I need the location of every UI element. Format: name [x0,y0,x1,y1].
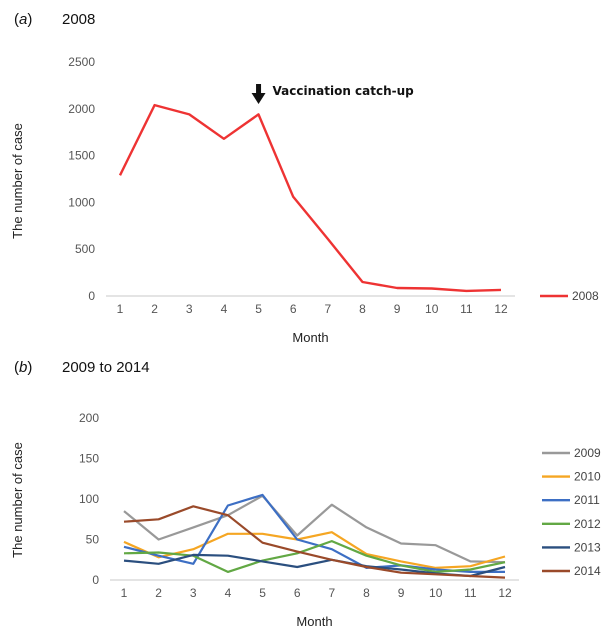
y-tick-label: 50 [86,533,100,547]
x-tick-label: 8 [359,302,366,316]
y-axis-label: The number of case [10,442,25,558]
series-line-2009 [123,494,506,564]
legend-label-2008: 2008 [572,289,599,303]
x-axis-label: Month [292,330,328,345]
panel-label: (a) [14,11,32,28]
chart-title: 2009 to 2014 [62,359,150,376]
y-tick-label: 200 [79,411,99,425]
legend-label-2009: 2009 [574,446,601,460]
x-tick-label: 6 [294,586,301,600]
y-tick-label: 100 [79,492,99,506]
x-tick-label: 12 [498,586,512,600]
x-tick-label: 11 [464,586,477,600]
x-tick-label: 10 [425,302,439,316]
legend-label-2012: 2012 [574,517,601,531]
x-tick-label: 12 [494,302,508,316]
x-tick-label: 6 [290,302,297,316]
y-tick-label: 150 [79,452,99,466]
x-tick-label: 3 [186,302,193,316]
x-tick-label: 7 [324,302,331,316]
x-tick-label: 9 [394,302,401,316]
annotation-arrow [251,84,266,104]
series-line-2010 [123,531,506,570]
x-axis-label: Month [296,614,332,629]
x-tick-label: 1 [117,302,124,316]
chart-panel-b: (b) 2009 to 2014 The number of case 0 50 100 1… [10,359,601,629]
x-tick-label: 5 [255,302,262,316]
legend-label-2011: 2011 [574,493,600,507]
y-tick-label: 2000 [68,102,95,116]
legend-label-2013: 2013 [574,540,601,554]
series-line-2011 [123,493,505,574]
chart-panel-a: (a) 2008 The number of case 0 500 1000 1500 200… [10,11,599,345]
y-tick-label: 1000 [68,195,95,209]
x-tick-label: 11 [460,302,473,316]
x-tick-label: 4 [225,586,232,600]
legend-label-2010: 2010 [574,470,601,484]
x-tick-label: 5 [259,586,266,600]
x-tick-label: 1 [121,586,128,600]
annotation-text: Vaccination catch-up [273,84,415,98]
legend-label-2014: 2014 [574,564,601,578]
y-tick-label: 0 [88,289,95,303]
panel-label: (b) [14,359,32,376]
y-axis-label: The number of case [10,123,25,239]
series-line-2008 [118,103,502,293]
x-tick-label: 7 [328,586,335,600]
series-line-2012 [123,539,506,574]
x-tick-label: 10 [429,586,443,600]
y-tick-label: 1500 [68,149,95,163]
series-line-2014 [123,505,506,579]
y-tick-label: 0 [92,573,99,587]
x-tick-label: 2 [155,586,162,600]
y-tick-label: 500 [75,242,95,256]
y-tick-label: 2500 [68,55,95,69]
x-tick-label: 4 [221,302,228,316]
x-tick-label: 8 [363,586,370,600]
series-line-2013 [123,553,506,578]
chart-title: 2008 [62,11,95,28]
x-tick-label: 3 [190,586,197,600]
x-tick-label: 9 [398,586,405,600]
x-tick-label: 2 [151,302,158,316]
